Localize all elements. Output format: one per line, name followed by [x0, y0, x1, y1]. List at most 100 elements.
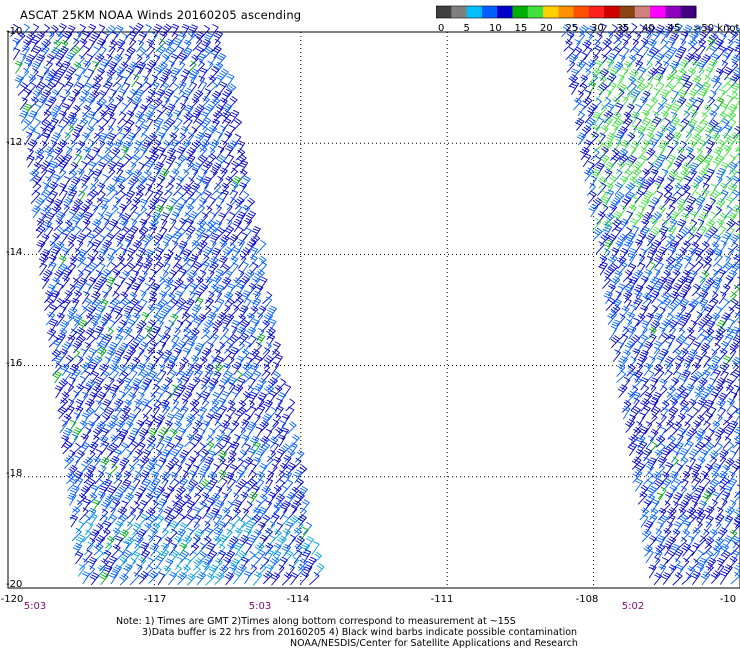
- wind-barb: [624, 418, 635, 433]
- wind-barb: [612, 46, 622, 60]
- wind-barb: [256, 255, 267, 269]
- wind-barb: [637, 254, 645, 267]
- wind-barb: [708, 58, 718, 73]
- wind-barb: [132, 551, 141, 564]
- wind-barb: [136, 61, 146, 75]
- wind-barb: [174, 202, 185, 217]
- wind-barb: [628, 248, 637, 262]
- legend-swatch: [558, 6, 575, 18]
- wind-barb: [620, 305, 630, 319]
- wind-barb: [680, 405, 689, 420]
- wind-barb: [127, 88, 138, 102]
- wind-barb: [175, 513, 185, 527]
- wind-barb: [629, 218, 638, 232]
- wind-barb: [210, 96, 221, 111]
- legend-swatches: [436, 5, 697, 19]
- wind-barb: [194, 46, 204, 60]
- wind-barb: [61, 275, 70, 289]
- wind-barb: [188, 333, 198, 347]
- wind-barb: [599, 23, 607, 37]
- wind-barb: [25, 54, 35, 67]
- wind-barb: [180, 564, 191, 578]
- wind-barb: [148, 296, 157, 311]
- wind-barb: [187, 269, 198, 283]
- wind-barb: [600, 196, 610, 210]
- wind-barb: [182, 262, 193, 277]
- wind-barb: [35, 153, 45, 167]
- wind-barb: [641, 117, 652, 132]
- wind-barb: [295, 492, 305, 505]
- wind-barb: [640, 398, 650, 412]
- wind-barb: [97, 347, 107, 361]
- wind-barb: [687, 398, 697, 412]
- wind-barb: [664, 262, 675, 276]
- wind-barb: [729, 234, 740, 247]
- wind-barb: [630, 111, 640, 125]
- wind-barb: [62, 267, 73, 282]
- wind-barb: [706, 428, 715, 441]
- wind-barb: [612, 349, 621, 362]
- wind-barb: [148, 268, 157, 283]
- wind-barb: [694, 125, 704, 138]
- wind-barb: [684, 204, 694, 218]
- wind-barb: [213, 558, 223, 571]
- wind-barb: [211, 463, 220, 477]
- wind-barb: [119, 218, 129, 232]
- wind-barb: [189, 355, 200, 369]
- wind-barb: [635, 76, 645, 89]
- wind-barb: [104, 140, 114, 154]
- wind-barb: [281, 500, 291, 513]
- wind-barb: [614, 88, 625, 102]
- wind-barb: [653, 255, 663, 269]
- wind-barb: [659, 378, 668, 392]
- wind-barb: [165, 118, 176, 132]
- wind-barb: [243, 443, 251, 456]
- wind-barb: [92, 384, 103, 398]
- wind-barb: [311, 541, 320, 555]
- wind-barb: [87, 556, 98, 570]
- wind-barb: [652, 182, 661, 196]
- wind-barb: [219, 97, 228, 110]
- wind-barb: [122, 153, 133, 168]
- wind-barb: [175, 132, 186, 146]
- wind-barb: [138, 570, 149, 585]
- wind-barb: [83, 456, 94, 471]
- wind-barb: [168, 218, 177, 233]
- wind-barb: [207, 81, 218, 95]
- wind-barb: [645, 255, 654, 269]
- wind-barb: [657, 413, 667, 428]
- wind-barb: [280, 443, 291, 456]
- wind-barb: [240, 419, 250, 433]
- wind-barb: [10, 23, 19, 37]
- wind-barb: [621, 196, 632, 210]
- wind-barb: [214, 513, 223, 527]
- wind-barb: [672, 160, 682, 174]
- wind-barb: [96, 38, 106, 52]
- wind-barb: [660, 557, 669, 570]
- wind-barb: [591, 67, 602, 81]
- wind-barb: [194, 528, 205, 543]
- wind-barb: [88, 189, 99, 203]
- wind-barb: [58, 23, 67, 37]
- wind-barb: [660, 45, 671, 59]
- wind-barb: [112, 81, 122, 95]
- wind-barb: [122, 53, 132, 67]
- wind-barb: [636, 313, 646, 327]
- wind-barb: [209, 139, 220, 153]
- wind-barb: [151, 490, 162, 505]
- wind-barb: [730, 326, 740, 341]
- wind-barb: [208, 564, 219, 578]
- wind-barb: [263, 384, 274, 398]
- wind-barb: [703, 542, 712, 556]
- wind-barb: [691, 493, 701, 507]
- wind-barb: [599, 125, 609, 138]
- wind-barb: [643, 471, 654, 485]
- wind-barb: [138, 513, 148, 527]
- wind-barb: [608, 263, 619, 276]
- wind-barb: [263, 312, 274, 325]
- wind-barb: [608, 24, 618, 37]
- wind-barb: [81, 370, 91, 384]
- wind-barb: [186, 573, 196, 586]
- wind-barb: [226, 83, 237, 96]
- wind-barb: [59, 419, 68, 434]
